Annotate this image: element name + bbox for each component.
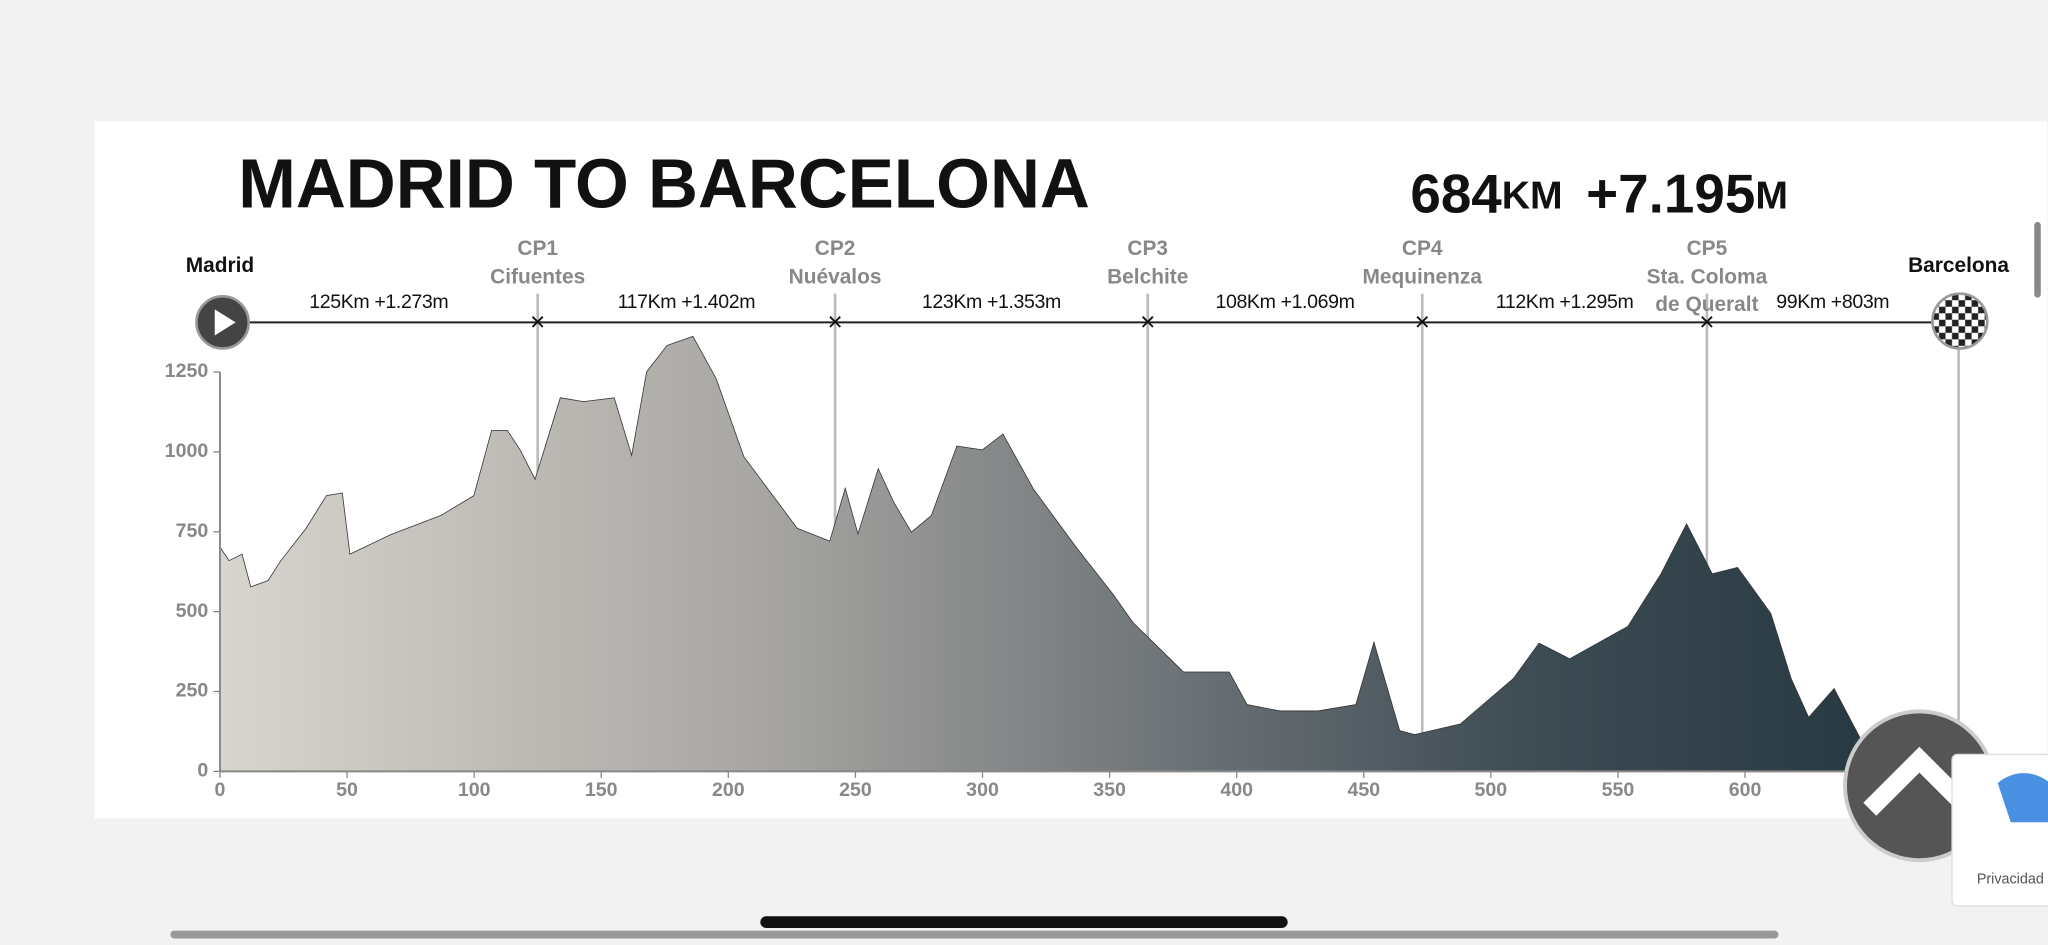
stop-name: Madrid bbox=[186, 254, 254, 277]
x-tick-label: 350 bbox=[1093, 779, 1126, 801]
x-tick-label: 300 bbox=[966, 779, 999, 801]
privacy-link[interactable]: Privacidad - bbox=[1977, 872, 2048, 888]
checkpoint-place: Belchite bbox=[1107, 266, 1188, 289]
stop-name: Barcelona bbox=[1908, 254, 2009, 277]
segment-label: 125Km +1.273m bbox=[309, 291, 448, 313]
distance: 684 bbox=[1410, 163, 1502, 225]
checkpoint-place: Nuévalos bbox=[789, 266, 882, 289]
plot: 0 250 500 750 1000 1250 0 50 100 150 200 250 300 350 4… bbox=[165, 237, 2010, 801]
checkpoint-place: de Queralt bbox=[1655, 293, 1758, 316]
checkpoint-code: CP2 bbox=[815, 237, 856, 260]
segment-label: 123Km +1.353m bbox=[922, 291, 1061, 313]
title: MADRID TO BARCELONA bbox=[238, 145, 1090, 223]
segment-label: 99Km +803m bbox=[1776, 291, 1889, 313]
y-tick-label: 750 bbox=[176, 520, 209, 542]
y-tick-label: 1250 bbox=[165, 360, 209, 382]
checkpoint-code: CP5 bbox=[1687, 237, 1728, 260]
gain: +7.195 bbox=[1586, 163, 1755, 225]
x-tick-label: 200 bbox=[712, 779, 745, 801]
x-tick-label: 100 bbox=[458, 779, 491, 801]
recaptcha-logo bbox=[1997, 773, 2048, 823]
elevation-area bbox=[219, 336, 1931, 772]
y-tick-label: 250 bbox=[176, 680, 209, 702]
checkpoint-place: Mequinenza bbox=[1363, 266, 1483, 289]
checkpoint-cross: × bbox=[1699, 307, 1714, 337]
checkpoint-cross: × bbox=[827, 307, 842, 337]
checkpoint-code: CP1 bbox=[517, 237, 558, 260]
finish-icon bbox=[1931, 292, 1989, 350]
scrollbar-h bbox=[170, 930, 1779, 939]
checkpoint-code: CP4 bbox=[1402, 237, 1443, 260]
checkpoint-place: Cifuentes bbox=[490, 266, 585, 289]
checkpoint-cross: × bbox=[530, 307, 545, 337]
x-tick-label: 150 bbox=[585, 779, 618, 801]
distance-unit: KM bbox=[1502, 175, 1563, 218]
scrollbar-v bbox=[2034, 221, 2041, 298]
checkpoint-cross: × bbox=[1140, 307, 1155, 337]
x-tick-label: 450 bbox=[1347, 779, 1380, 801]
segment-label: 117Km +1.402m bbox=[618, 291, 756, 313]
checkpoint-cross: × bbox=[1415, 307, 1430, 337]
segment-label: 112Km +1.295m bbox=[1496, 291, 1634, 313]
gain-unit: M bbox=[1755, 175, 1788, 218]
play-glyph bbox=[214, 309, 236, 336]
y-tick-label: 500 bbox=[176, 600, 209, 622]
home-indicator bbox=[760, 916, 1288, 929]
x-tick-label: 600 bbox=[1729, 779, 1762, 801]
y-tick-label: 1000 bbox=[165, 440, 209, 462]
segment-label: 108Km +1.069m bbox=[1215, 291, 1354, 313]
x-tick-label: 550 bbox=[1602, 779, 1635, 801]
x-tick-label: 400 bbox=[1220, 779, 1253, 801]
checkpoint-code: CP3 bbox=[1127, 237, 1168, 260]
y-tick-label: 0 bbox=[197, 760, 208, 782]
x-tick-label: 250 bbox=[839, 779, 872, 801]
checkpoint-place: Sta. Coloma bbox=[1647, 266, 1768, 289]
x-tick-label: 50 bbox=[336, 779, 358, 801]
x-tick-label: 0 bbox=[215, 779, 226, 801]
x-tick-label: 500 bbox=[1475, 779, 1508, 801]
totals: 684KM +7.195M bbox=[1410, 163, 1788, 225]
